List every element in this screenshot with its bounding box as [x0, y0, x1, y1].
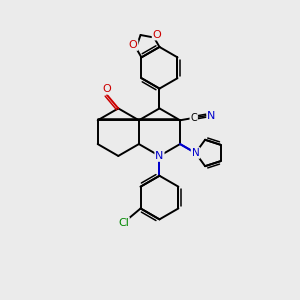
Text: Cl: Cl: [118, 218, 129, 228]
Text: O: O: [129, 40, 137, 50]
Text: O: O: [103, 84, 111, 94]
Text: N: N: [207, 111, 216, 121]
Text: C: C: [190, 113, 197, 123]
Text: O: O: [153, 30, 161, 40]
Text: N: N: [155, 151, 164, 161]
Text: N: N: [192, 148, 200, 158]
